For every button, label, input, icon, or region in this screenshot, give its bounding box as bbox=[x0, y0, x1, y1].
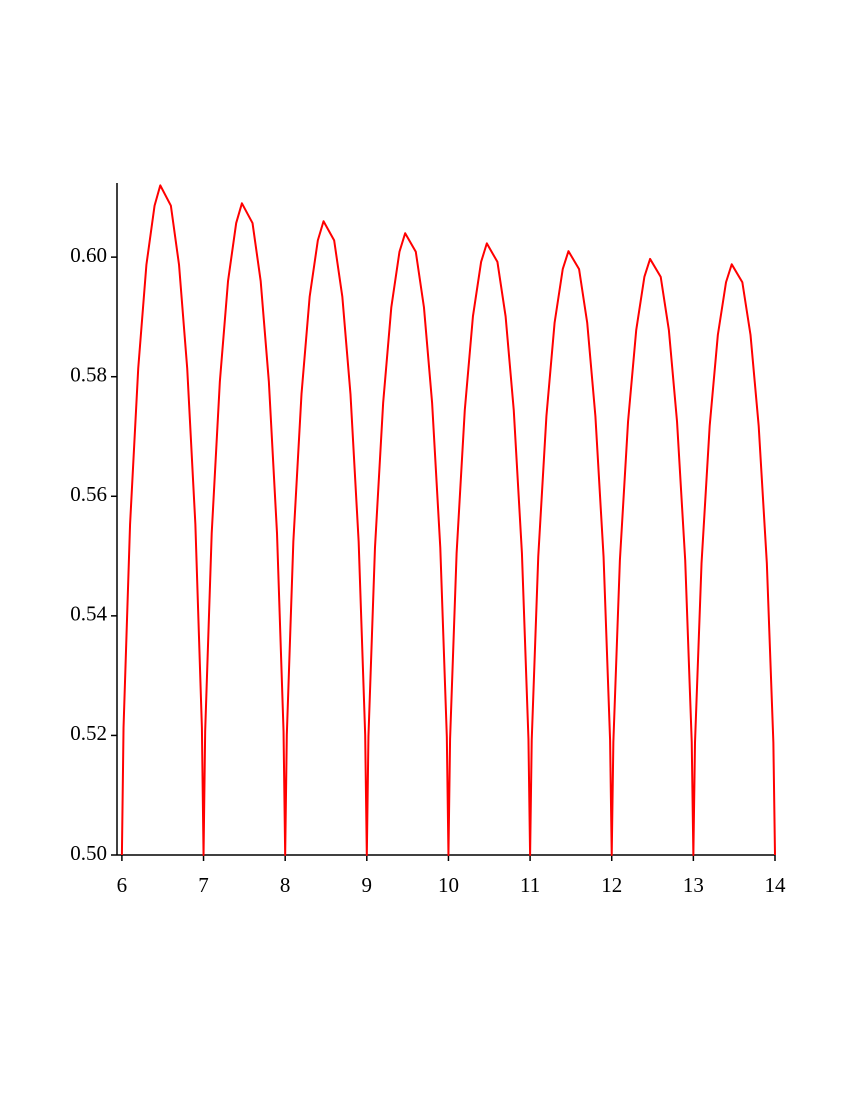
x-tick-label: 6 bbox=[117, 873, 128, 897]
y-tick-label: 0.54 bbox=[70, 602, 107, 626]
x-tick-label: 10 bbox=[438, 873, 459, 897]
y-tick-label: 0.56 bbox=[70, 482, 107, 506]
y-tick-label: 0.60 bbox=[70, 243, 107, 267]
y-tick-label: 0.52 bbox=[70, 721, 107, 745]
x-tick-label: 8 bbox=[280, 873, 291, 897]
x-tick-label: 14 bbox=[765, 873, 787, 897]
y-tick-label: 0.58 bbox=[70, 363, 107, 387]
x-tick-label: 12 bbox=[601, 873, 622, 897]
x-tick-label: 13 bbox=[683, 873, 704, 897]
x-tick-label: 11 bbox=[520, 873, 540, 897]
x-tick-label: 9 bbox=[362, 873, 373, 897]
x-tick-label: 7 bbox=[198, 873, 209, 897]
y-tick-label: 0.50 bbox=[70, 841, 107, 865]
line-series bbox=[120, 184, 776, 856]
